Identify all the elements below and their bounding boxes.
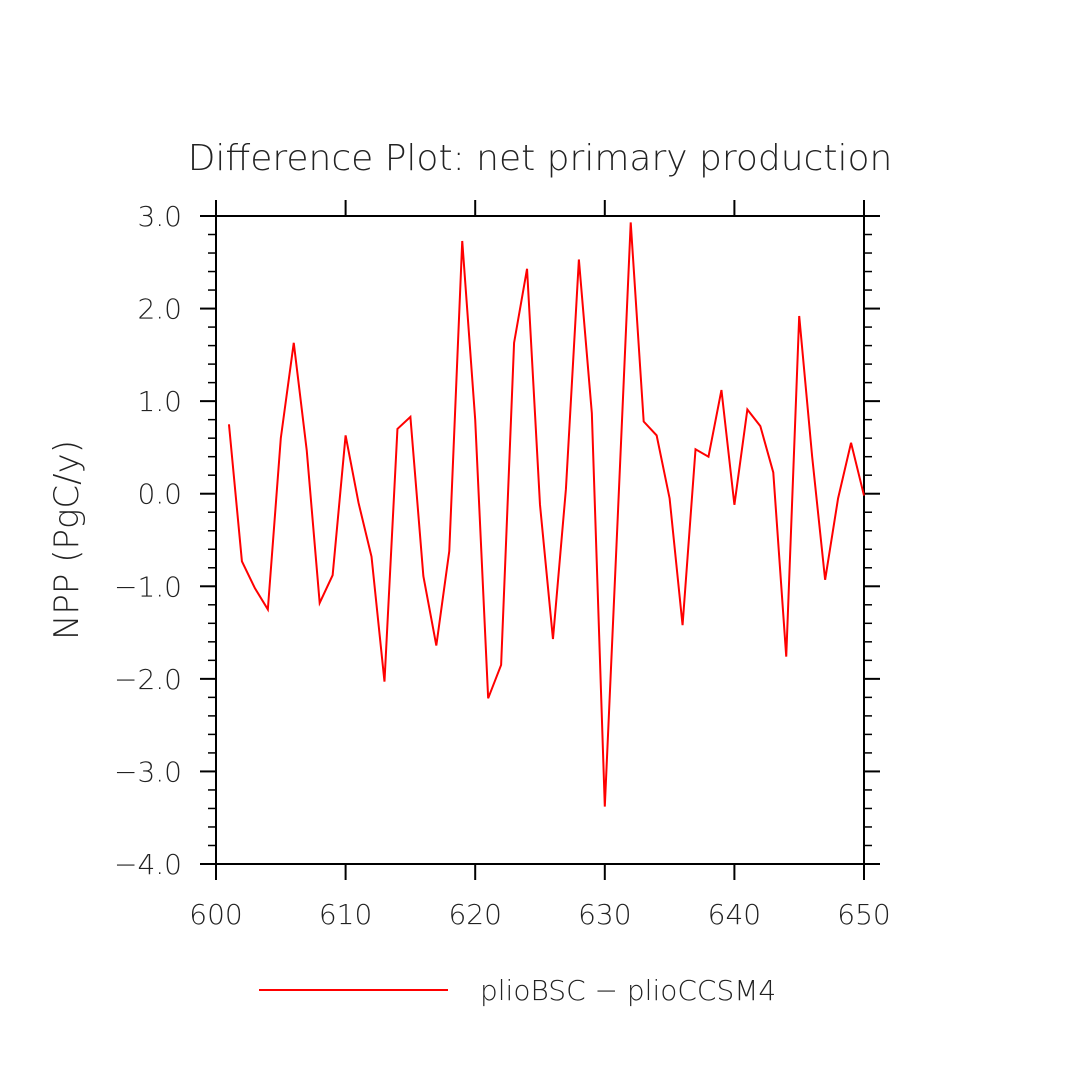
- y-tick-label: 3.0: [137, 200, 182, 233]
- data-point: [785, 656, 787, 658]
- y-tick-label: 0.0: [137, 478, 182, 511]
- plot-axes: 600 610 620 630 640 650 3.0 2.0 1.0 0.0 −1.0 −2.0 −3…: [114, 200, 891, 931]
- data-point: [436, 645, 438, 647]
- data-point: [656, 435, 658, 437]
- data-point: [682, 624, 684, 626]
- y-tick-label: 2.0: [137, 293, 182, 326]
- y-tick-label: −3.0: [114, 755, 182, 788]
- data-point: [824, 579, 826, 581]
- x-tick-label: 620: [448, 898, 501, 931]
- data-point: [384, 681, 386, 683]
- data-point: [747, 409, 749, 411]
- data-point: [850, 442, 852, 444]
- data-point: [695, 448, 697, 450]
- data-point: [772, 472, 774, 474]
- chart-title: Difference Plot: net primary production: [188, 138, 893, 179]
- y-tick-label: −1.0: [114, 570, 182, 603]
- data-point: [513, 342, 515, 344]
- legend-label: plioBSC − plioCCSM4: [480, 974, 776, 1007]
- data-point: [578, 259, 580, 261]
- x-tick-label: 630: [578, 898, 631, 931]
- data-point: [423, 575, 425, 577]
- data-point: [254, 587, 256, 589]
- data-point: [643, 421, 645, 423]
- data-point: [228, 423, 230, 425]
- data-point: [345, 435, 347, 437]
- data-point: [526, 268, 528, 270]
- data-point: [293, 342, 295, 344]
- y-tick-label: 1.0: [137, 385, 182, 418]
- data-point: [798, 315, 800, 317]
- data-point: [565, 488, 567, 490]
- data-point: [604, 806, 606, 808]
- data-point: [241, 560, 243, 562]
- data-point: [591, 412, 593, 414]
- plot-frame: [215, 215, 865, 865]
- data-point: [332, 574, 334, 576]
- data-point: [539, 504, 541, 506]
- data-point: [617, 516, 619, 518]
- x-tick-label: 650: [837, 898, 890, 931]
- x-tick-label: 640: [708, 898, 761, 931]
- legend: plioBSC − plioCCSM4: [259, 974, 776, 1007]
- series-layer: [227, 222, 865, 808]
- y-axis-label: NPP (PgC/y): [47, 440, 87, 640]
- data-point: [397, 428, 399, 430]
- y-tick-label: −2.0: [114, 663, 182, 696]
- data-point: [734, 504, 736, 506]
- data-point: [280, 437, 282, 439]
- data-point: [319, 602, 321, 604]
- data-point: [410, 416, 412, 418]
- x-tick-label: 610: [319, 898, 372, 931]
- data-point: [708, 456, 710, 458]
- data-point: [760, 425, 762, 427]
- series-line: [227, 222, 865, 807]
- data-point: [669, 498, 671, 500]
- y-tick-label: −4.0: [114, 848, 182, 881]
- data-point: [371, 556, 373, 558]
- data-point: [552, 638, 554, 640]
- data-point: [358, 502, 360, 504]
- data-point: [721, 389, 723, 391]
- data-point: [461, 240, 463, 242]
- data-point: [500, 664, 502, 666]
- data-point: [863, 495, 865, 497]
- x-tick-label: 600: [189, 898, 242, 931]
- data-point: [306, 449, 308, 451]
- data-point: [487, 697, 489, 699]
- data-point: [811, 456, 813, 458]
- data-point: [448, 550, 450, 552]
- data-point: [474, 419, 476, 421]
- data-point: [267, 609, 269, 611]
- data-point: [837, 498, 839, 500]
- data-point: [630, 222, 632, 224]
